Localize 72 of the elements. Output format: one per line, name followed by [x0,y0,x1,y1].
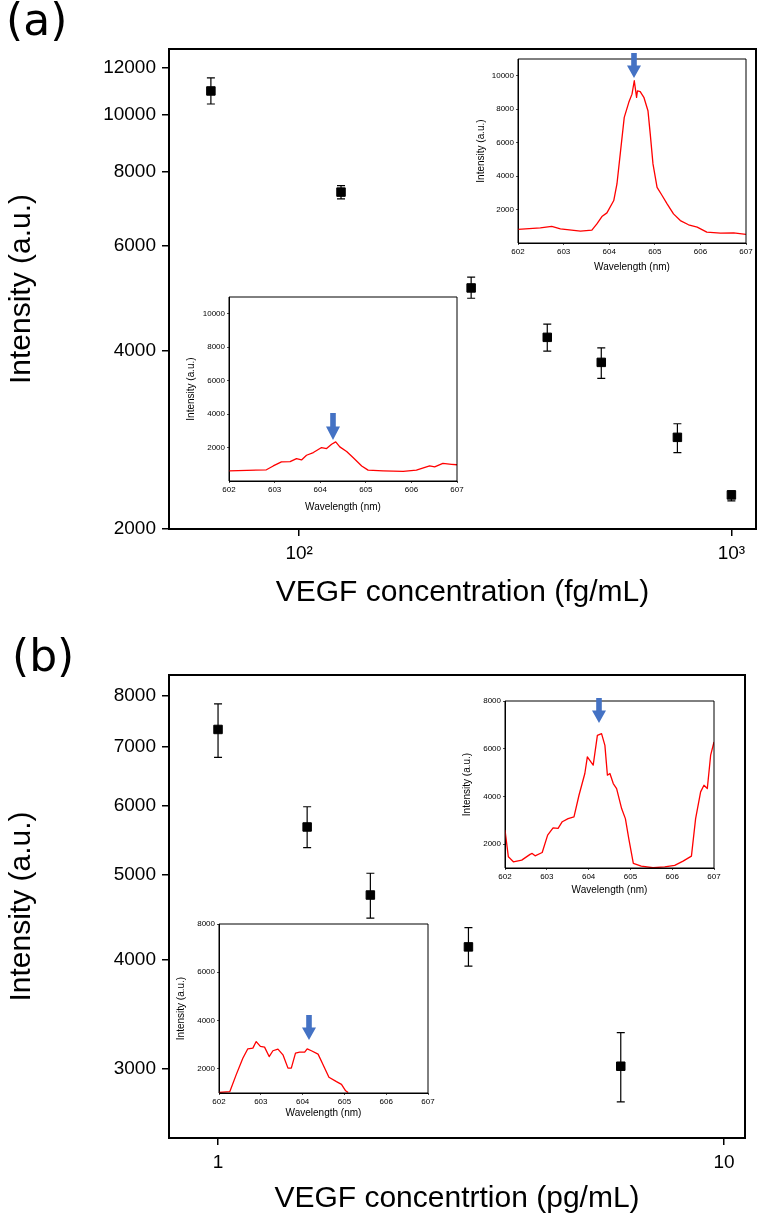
x-axis-title: Wavelength (nm) [571,883,648,895]
x-tick-label: 607 [707,872,722,881]
x-tick-label: 604 [313,485,328,494]
x-tick-label: 602 [212,1097,227,1106]
y-tick-label: 6000 [207,375,226,385]
y-tick-label: 12000 [103,55,156,77]
chart-title: (a) [6,0,68,45]
y-tick-label: 6000 [113,234,156,256]
y-tick-label: 4000 [496,171,515,181]
x-tick-label: 606 [693,247,708,256]
y-tick-label: 6000 [197,967,216,977]
x-axis-title: Wavelength (nm) [285,1106,362,1118]
y-tick-label: 8000 [113,684,156,706]
x-tick-label: 607 [450,485,465,494]
y-axis-title: Intensity (a.u.) [474,119,486,183]
y-axis-title: Intensity (a.u.) [3,193,37,385]
x-tick-label: 605 [337,1097,352,1106]
x-tick-label: 607 [739,247,754,256]
x-tick-label: 603 [556,247,571,256]
y-tick-label: 8000 [483,696,502,706]
x-axis-title: VEGF concentrtion (pg/mL) [274,1180,640,1214]
y-tick-label: 10000 [202,308,226,318]
y-tick-label: 2000 [496,204,515,214]
y-axis-title: Intensity (a.u.) [460,752,472,817]
y-tick-label: 2000 [207,442,226,452]
y-axis-title: Intensity (a.u.) [184,357,196,421]
x-tick-label: 606 [379,1097,394,1106]
y-tick-label: 2000 [483,839,502,849]
x-tick-label: 1 [212,1150,224,1172]
y-tick-label: 6000 [113,793,156,815]
y-tick-label: 10000 [491,70,515,80]
x-tick-label: 603 [540,872,555,881]
x-tick-label: 10² [285,541,313,563]
y-tick-label: 4000 [207,409,226,419]
y-tick-label: 4000 [113,338,156,360]
x-tick-label: 605 [648,247,663,256]
x-tick-label: 10 [713,1150,735,1172]
y-tick-label: 8000 [197,919,216,929]
x-axis-title: Wavelength (nm) [305,500,381,512]
y-tick-label: 6000 [496,137,515,147]
y-tick-label: 4000 [113,947,156,969]
x-tick-label: 604 [581,872,596,881]
y-tick-label: 7000 [113,735,156,757]
x-tick-label: 604 [602,247,617,256]
y-tick-label: 2000 [197,1064,216,1074]
y-tick-label: 5000 [113,862,156,884]
x-tick-label: 607 [421,1097,436,1106]
y-tick-label: 6000 [483,743,502,753]
x-tick-label: 605 [623,872,638,881]
y-tick-label: 4000 [483,791,502,801]
x-tick-label: 605 [359,485,374,494]
y-axis-title: Intensity (a.u.) [174,976,186,1041]
x-tick-label: 602 [498,872,513,881]
x-tick-label: 603 [267,485,282,494]
x-tick-label: 602 [222,485,237,494]
y-axis-title: Intensity (a.u.) [3,811,37,1002]
y-tick-label: 8000 [496,104,515,114]
x-tick-label: 604 [295,1097,310,1106]
y-tick-label: 8000 [113,160,156,182]
x-axis-title: Wavelength (nm) [594,260,670,272]
x-tick-label: 603 [254,1097,269,1106]
y-tick-label: 10000 [103,102,156,124]
y-tick-label: 2000 [113,517,156,539]
y-tick-label: 8000 [207,342,226,352]
x-tick-label: 606 [665,872,680,881]
x-tick-label: 606 [404,485,419,494]
x-tick-label: 10³ [717,541,746,563]
y-tick-label: 3000 [113,1056,156,1078]
x-axis-title: VEGF concentration (fg/mL) [275,574,650,608]
x-tick-label: 602 [511,247,526,256]
y-tick-label: 4000 [197,1015,216,1025]
chart-title: (b) [12,630,75,681]
